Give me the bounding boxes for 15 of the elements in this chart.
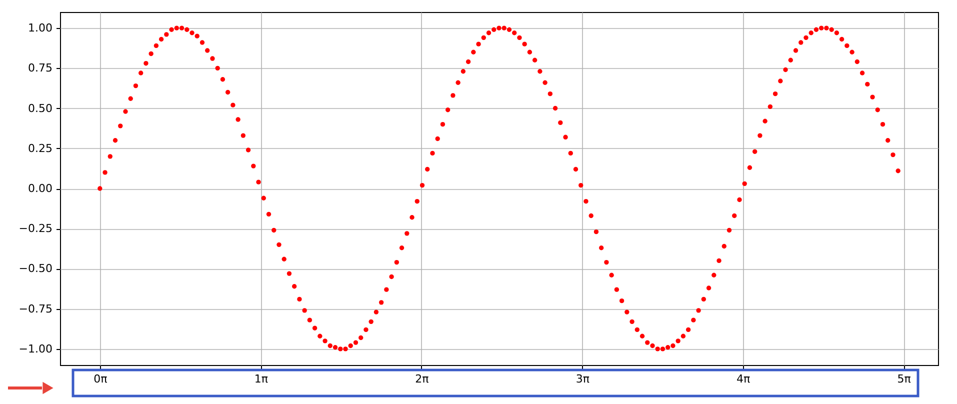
y-tick-label: 0.25: [28, 142, 52, 155]
y-tick-label: 1.00: [28, 22, 52, 35]
y-tick-label: 0.50: [28, 102, 52, 115]
x-tick-label: 5π: [897, 372, 912, 386]
x-tick-label: 4π: [736, 372, 751, 386]
y-tick-label: 0.00: [28, 182, 52, 195]
y-tick-label: −0.75: [18, 302, 52, 316]
x-tick-label: 1π: [254, 372, 268, 386]
y-tick-label: 0.75: [28, 62, 52, 75]
x-tick-label: 3π: [576, 372, 590, 386]
x-tick-label: 2π: [415, 372, 430, 386]
x-tick-label: 0π: [94, 372, 108, 386]
y-tick-label: −1.00: [18, 342, 52, 356]
y-tick-label: −0.50: [18, 262, 52, 276]
y-tick-label: −0.25: [18, 222, 52, 236]
